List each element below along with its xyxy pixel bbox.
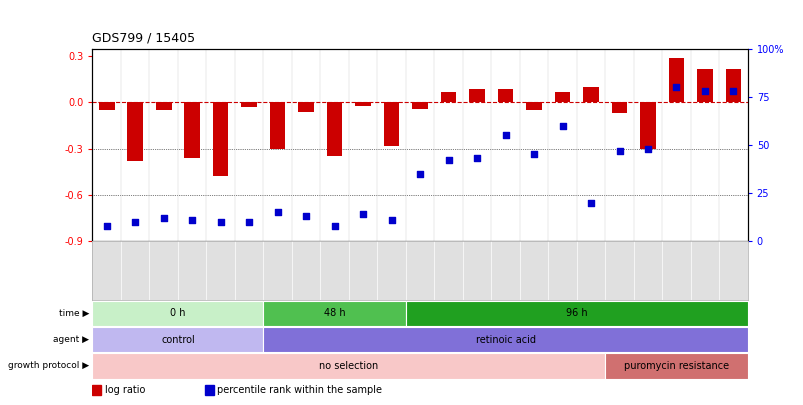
Point [100,222,113,229]
Bar [99,102,114,110]
Text: 48 h: 48 h [324,308,345,318]
Text: control: control [161,335,194,345]
Bar [205,385,214,395]
Point [300,213,312,219]
Text: GDS799 / 15405: GDS799 / 15405 [92,32,195,45]
Point [328,222,340,229]
Point [128,219,141,225]
Text: time ▶: time ▶ [59,309,89,318]
Text: 0 h: 0 h [170,308,185,318]
Point [357,211,369,217]
Point [385,217,397,223]
Bar [156,102,171,110]
Bar [412,102,427,109]
Bar [440,92,456,102]
Bar [696,68,712,102]
Bar [92,301,263,326]
Bar [406,301,747,326]
Point [442,157,454,164]
Bar [383,102,399,145]
Point [470,155,483,162]
Text: growth protocol ▶: growth protocol ▶ [8,361,89,371]
Point [499,132,512,139]
Bar [668,58,683,102]
Text: percentile rank within the sample: percentile rank within the sample [217,385,381,395]
Text: puromycin resistance: puromycin resistance [623,361,728,371]
Point [556,122,569,129]
Point [669,84,682,90]
Point [613,147,626,154]
Point [185,217,198,223]
Bar [639,102,655,149]
Bar [92,327,263,352]
Bar [92,353,605,379]
Bar [355,102,370,106]
Bar [270,102,285,149]
Point [698,88,711,94]
Point [271,209,283,215]
Bar [213,102,228,176]
Bar [92,385,101,395]
Text: log ratio: log ratio [104,385,145,395]
Point [214,219,226,225]
Bar [469,89,484,102]
Bar [326,102,342,156]
Point [157,215,170,221]
Point [243,219,255,225]
Point [527,151,540,158]
Bar [525,102,541,110]
Bar [605,353,747,379]
Point [641,145,654,152]
Bar [554,92,569,102]
Text: 96 h: 96 h [565,308,587,318]
Bar [298,102,314,112]
Bar [582,87,598,102]
Bar [497,89,513,102]
Text: retinoic acid: retinoic acid [475,335,535,345]
Bar [127,102,143,161]
Point [726,88,739,94]
Bar [725,68,740,102]
Point [584,199,597,206]
Bar [184,102,200,158]
Bar [263,301,406,326]
Text: agent ▶: agent ▶ [53,335,89,344]
Bar [263,327,747,352]
Text: no selection: no selection [319,361,378,371]
Bar [611,102,626,113]
Bar [241,102,257,107]
Point [413,171,426,177]
